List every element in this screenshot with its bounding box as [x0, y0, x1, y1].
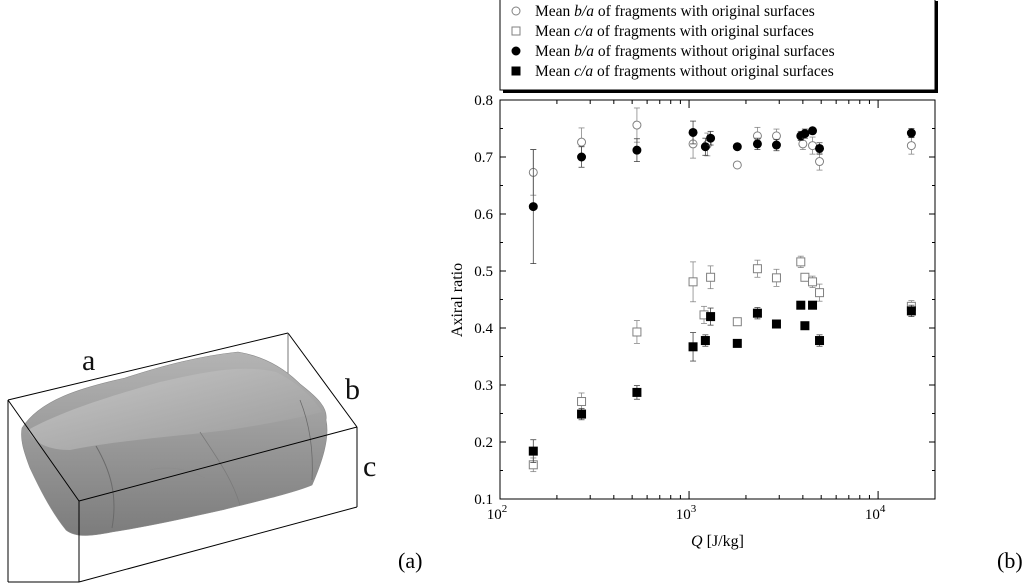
series-3 [528, 120, 916, 264]
point [706, 272, 716, 282]
point [577, 397, 587, 407]
legend-entry: Mean c/a of fragments with original surf… [535, 23, 814, 40]
legend-entry: Mean b/a of fragments with original surf… [535, 3, 815, 20]
point [632, 145, 642, 155]
y-tick-label: 0.4 [474, 321, 493, 337]
y-axis-label: Axiral ratio [449, 263, 466, 337]
axis-letter-c: c [363, 450, 376, 483]
point [688, 127, 698, 137]
legend-entry: Mean b/a of fragments without original s… [535, 43, 835, 60]
legend-marker [511, 46, 521, 56]
point [796, 257, 806, 267]
y-tick-label: 0.8 [474, 93, 493, 109]
point [771, 273, 781, 283]
legend-box [499, 0, 936, 91]
x-tick-label: 104 [865, 503, 886, 523]
point [632, 327, 642, 337]
point [808, 300, 818, 310]
point [732, 317, 742, 327]
point [688, 277, 698, 287]
point [815, 143, 825, 153]
x-tick-label: 102 [487, 503, 508, 523]
point [815, 336, 825, 346]
point [771, 140, 781, 150]
legend-marker [511, 66, 521, 76]
legend-marker [511, 26, 521, 36]
point [732, 142, 742, 152]
axis-letter-b: b [345, 373, 360, 406]
point [796, 300, 806, 310]
legend: Mean b/a of fragments with original surf… [499, 0, 938, 93]
point [752, 139, 762, 149]
point [577, 137, 587, 147]
point [632, 120, 642, 130]
point [800, 129, 810, 139]
point [732, 160, 742, 170]
y-tick-label: 0.3 [474, 378, 493, 394]
point [528, 202, 538, 212]
series-4 [528, 300, 916, 463]
point [752, 308, 762, 318]
y-tick-label: 0.5 [474, 264, 493, 280]
x-axis-label: Q [J/kg] [691, 533, 744, 550]
point [732, 338, 742, 348]
point [577, 409, 587, 419]
plot-frame [499, 99, 936, 500]
point [815, 157, 825, 167]
point [577, 152, 587, 162]
point [798, 139, 808, 149]
y-tick-label: 0.7 [474, 150, 493, 166]
point [688, 342, 698, 352]
point [700, 336, 710, 346]
point [632, 387, 642, 397]
plot-area: 0.1 0.2 0.3 0.4 0.5 0.6 0.7 0.8 102 103 104 Axiral … [449, 93, 936, 550]
point [815, 288, 825, 298]
y-tick-label: 0.1 [474, 492, 493, 508]
y-tick-label: 0.2 [474, 435, 493, 451]
point [906, 306, 916, 316]
series-1 [528, 107, 916, 196]
axis-letter-a: a [82, 344, 95, 377]
point [528, 446, 538, 456]
point [808, 277, 818, 287]
point [706, 312, 716, 322]
panel-label-b: (b) [997, 548, 1023, 573]
point [706, 133, 716, 143]
y-tick-label: 0.6 [474, 207, 493, 223]
point [808, 126, 818, 136]
series-2 [528, 255, 916, 473]
point [906, 141, 916, 151]
x-tick-label: 103 [676, 503, 697, 523]
point [700, 142, 710, 152]
point [800, 272, 810, 282]
point [771, 131, 781, 141]
point [800, 321, 810, 331]
point [752, 264, 762, 274]
legend-marker [511, 6, 521, 16]
fragment-illustration [7, 332, 358, 583]
legend-entry: Mean c/a of fragments without original s… [535, 63, 834, 80]
panel-label-a: (a) [398, 548, 423, 573]
point [771, 319, 781, 329]
point [906, 128, 916, 138]
